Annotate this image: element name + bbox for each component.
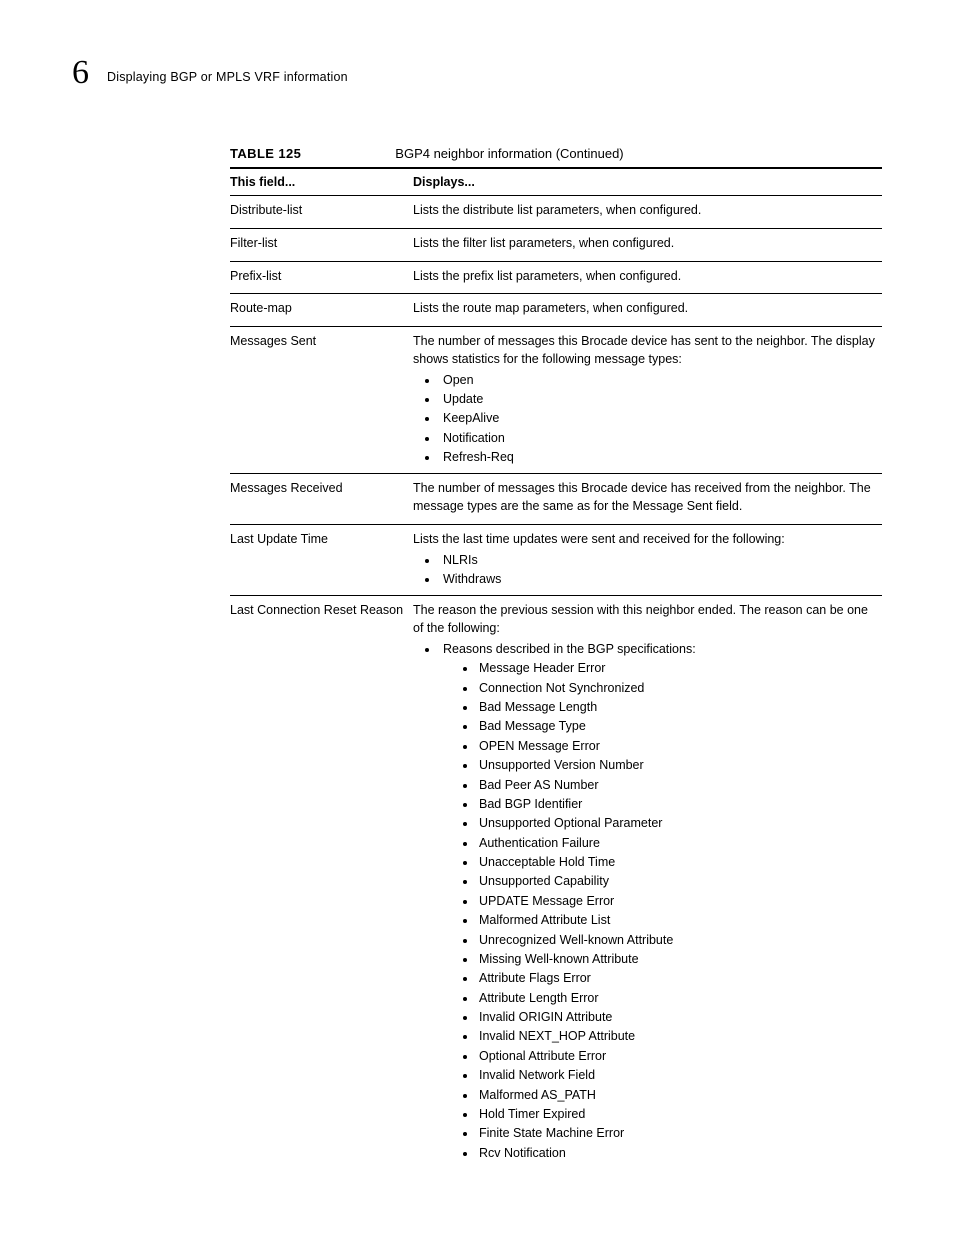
list-item: KeepAlive [439,409,878,428]
table: This field... Displays... Distribute-lis… [230,167,882,1169]
cell-displays: The number of messages this Brocade devi… [413,327,882,474]
bullet-list: NLRIsWithdraws [413,551,878,590]
list-item: Notification [439,429,878,448]
list-item: Attribute Flags Error [477,969,878,988]
table-caption: TABLE 125 BGP4 neighbor information (Con… [230,146,882,161]
table-row: Messages SentThe number of messages this… [230,327,882,474]
list-item: Update [439,390,878,409]
list-item: Bad Message Type [477,717,878,736]
list-item: Attribute Length Error [477,989,878,1008]
list-item: Invalid ORIGIN Attribute [477,1008,878,1027]
cell-field: Distribute-list [230,196,413,229]
table-row: Messages ReceivedThe number of messages … [230,474,882,525]
table-row: Last Update TimeLists the last time upda… [230,524,882,596]
table-row: Prefix-listLists the prefix list paramet… [230,261,882,294]
list-item: Connection Not Synchronized [477,679,878,698]
table-row: Filter-listLists the filter list paramet… [230,228,882,261]
list-item: Malformed AS_PATH [477,1086,878,1105]
list-item: Finite State Machine Error [477,1124,878,1143]
table-row: Distribute-listLists the distribute list… [230,196,882,229]
list-item: Missing Well-known Attribute [477,950,878,969]
list-item: Withdraws [439,570,878,589]
cell-field: Prefix-list [230,261,413,294]
list-item: NLRIs [439,551,878,570]
bullet-sublist: Message Header ErrorConnection Not Synch… [443,659,878,1163]
cell-displays: Lists the prefix list parameters, when c… [413,261,882,294]
list-item: Message Header Error [477,659,878,678]
cell-field: Route-map [230,294,413,327]
cell-field: Last Connection Reset Reason [230,596,413,1169]
table-row: Last Connection Reset ReasonThe reason t… [230,596,882,1169]
cell-text: Lists the last time updates were sent an… [413,531,878,549]
list-item: Refresh-Req [439,448,878,467]
list-item: Rcv Notification [477,1144,878,1163]
cell-field: Filter-list [230,228,413,261]
cell-text: The number of messages this Brocade devi… [413,480,878,516]
bullet-list: Reasons described in the BGP specificati… [413,640,878,1163]
cell-displays: Lists the route map parameters, when con… [413,294,882,327]
table-row: Route-mapLists the route map parameters,… [230,294,882,327]
list-item: UPDATE Message Error [477,892,878,911]
list-item: Unsupported Optional Parameter [477,814,878,833]
list-item: OPEN Message Error [477,737,878,756]
list-item: Bad Message Length [477,698,878,717]
cell-text: Lists the prefix list parameters, when c… [413,268,878,286]
list-item: Unrecognized Well-known Attribute [477,931,878,950]
cell-text: The reason the previous session with thi… [413,602,878,638]
table-label: TABLE 125 [230,146,301,161]
cell-displays: The reason the previous session with thi… [413,596,882,1169]
cell-displays: Lists the distribute list parameters, wh… [413,196,882,229]
cell-displays: The number of messages this Brocade devi… [413,474,882,525]
cell-text: Lists the route map parameters, when con… [413,300,878,318]
list-item: Optional Attribute Error [477,1047,878,1066]
table-body: Distribute-listLists the distribute list… [230,196,882,1170]
chapter-number: 6 [72,56,89,90]
cell-displays: Lists the last time updates were sent an… [413,524,882,596]
col-field: This field... [230,168,413,196]
list-item: Authentication Failure [477,834,878,853]
list-item: Hold Timer Expired [477,1105,878,1124]
table-title: BGP4 neighbor information (Continued) [395,146,623,161]
list-item: Open [439,371,878,390]
list-item: Malformed Attribute List [477,911,878,930]
list-item: Reasons described in the BGP specificati… [439,640,878,1163]
cell-field: Last Update Time [230,524,413,596]
cell-text: Lists the filter list parameters, when c… [413,235,878,253]
section-title: Displaying BGP or MPLS VRF information [107,70,348,84]
bullet-list: OpenUpdateKeepAliveNotificationRefresh-R… [413,371,878,468]
list-item: Unacceptable Hold Time [477,853,878,872]
page-header: 6 Displaying BGP or MPLS VRF information [72,56,882,90]
cell-field: Messages Received [230,474,413,525]
page: 6 Displaying BGP or MPLS VRF information… [0,0,954,1235]
list-item: Unsupported Version Number [477,756,878,775]
list-item: Unsupported Capability [477,872,878,891]
cell-displays: Lists the filter list parameters, when c… [413,228,882,261]
list-item: Bad Peer AS Number [477,776,878,795]
list-item: Invalid Network Field [477,1066,878,1085]
table-125: TABLE 125 BGP4 neighbor information (Con… [230,146,882,1169]
list-item: Invalid NEXT_HOP Attribute [477,1027,878,1046]
col-displays: Displays... [413,168,882,196]
list-item: Bad BGP Identifier [477,795,878,814]
table-header-row: This field... Displays... [230,168,882,196]
cell-field: Messages Sent [230,327,413,474]
cell-text: The number of messages this Brocade devi… [413,333,878,369]
cell-text: Lists the distribute list parameters, wh… [413,202,878,220]
